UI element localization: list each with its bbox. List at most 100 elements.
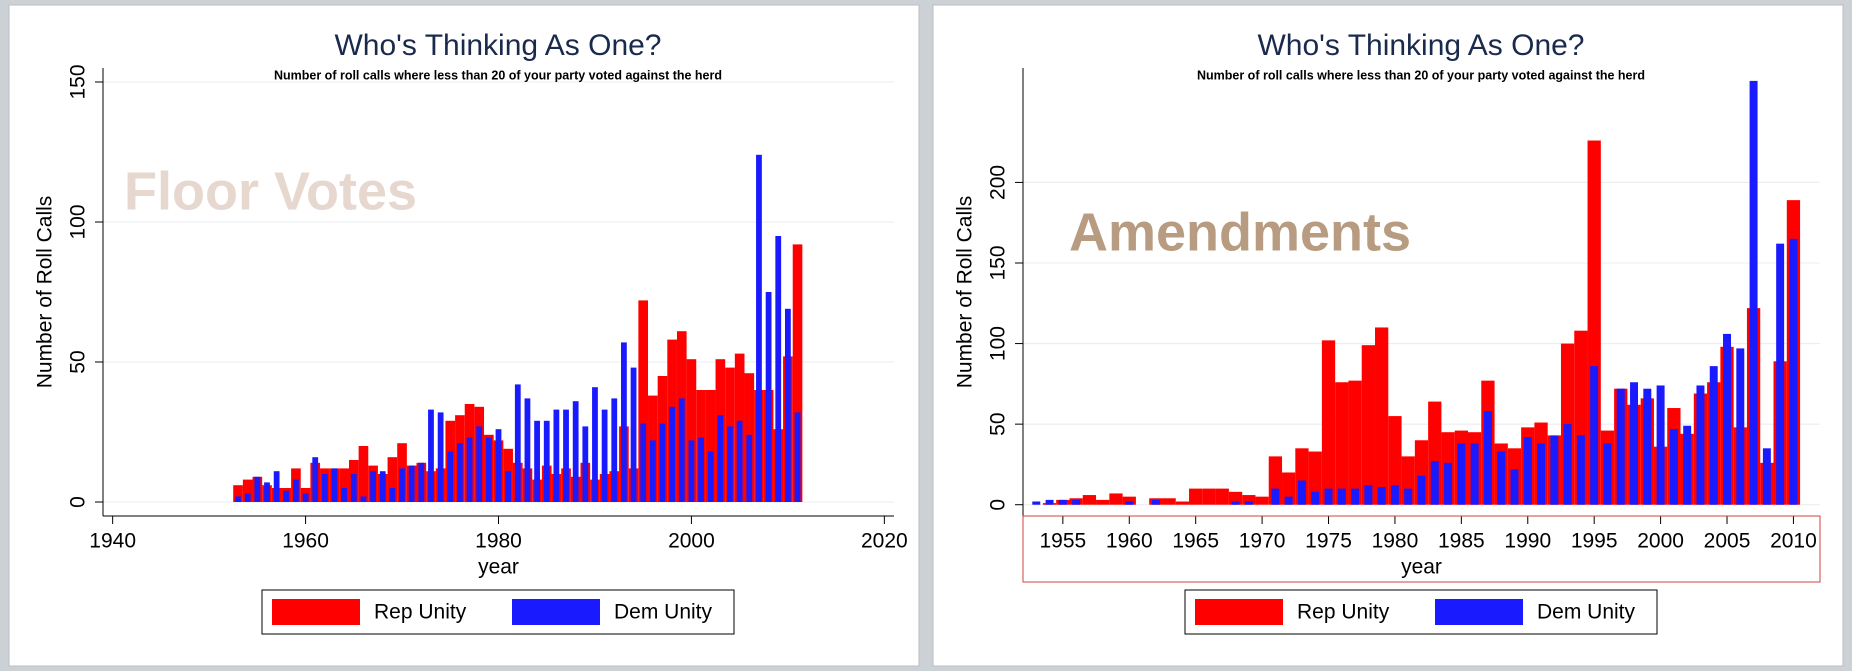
bar: [1749, 80, 1758, 505]
x-tick-label: 2000: [1637, 530, 1684, 553]
bar: [1335, 382, 1349, 505]
bar: [765, 292, 772, 502]
bar: [688, 440, 695, 502]
bar: [1125, 501, 1134, 505]
bar: [254, 476, 261, 502]
bar: [1122, 496, 1136, 505]
legend-swatch: [1195, 599, 1283, 625]
bar: [543, 420, 550, 502]
x-tick-label: 2020: [861, 530, 908, 553]
bar: [1470, 443, 1479, 505]
bar: [746, 434, 753, 502]
bar: [1736, 348, 1745, 505]
bar: [302, 493, 309, 502]
bar: [1271, 488, 1280, 505]
chart-title: Who's Thinking As One?: [1257, 29, 1584, 62]
bar: [1576, 435, 1585, 505]
bar: [437, 412, 444, 502]
bar: [1390, 485, 1399, 505]
bar: [640, 423, 647, 502]
bar: [1109, 493, 1123, 505]
bar: [264, 482, 270, 502]
legend-swatch: [512, 599, 600, 625]
y-tick-label: 0: [67, 496, 90, 508]
y-tick-label: 200: [987, 165, 1010, 200]
bar: [447, 451, 454, 502]
bar: [756, 154, 762, 503]
bar: [524, 398, 531, 502]
bar: [572, 401, 579, 502]
x-tick-label: 1980: [1372, 530, 1419, 553]
bar: [331, 468, 338, 502]
chart-subtitle: Number of roll calls where less than 20 …: [1197, 68, 1645, 82]
bar: [638, 300, 649, 502]
bar: [485, 437, 492, 502]
legend-label: Rep Unity: [374, 601, 467, 624]
bar: [649, 440, 656, 502]
bar: [389, 488, 396, 502]
bar: [563, 409, 569, 502]
bar: [1789, 238, 1798, 505]
bar: [466, 437, 473, 502]
bar: [1404, 488, 1413, 505]
legend-swatch: [272, 599, 360, 625]
bar: [418, 462, 425, 502]
y-tick-label: 50: [987, 412, 1010, 435]
bar: [379, 471, 386, 502]
bar: [1058, 499, 1067, 505]
y-tick-label: 100: [987, 326, 1010, 361]
bar: [611, 398, 618, 502]
bar: [1762, 448, 1771, 505]
bar: [1457, 443, 1466, 505]
bar: [1321, 340, 1336, 505]
bar: [1590, 366, 1599, 505]
bar: [1284, 496, 1293, 505]
bar: [707, 451, 714, 502]
chart-title: Who's Thinking As One?: [334, 29, 661, 62]
annotation: Floor Votes: [124, 161, 417, 221]
bar: [1351, 488, 1360, 505]
x-tick-label: 1960: [1106, 530, 1153, 553]
bar: [1723, 333, 1732, 505]
bar: [775, 236, 782, 502]
bar: [358, 446, 369, 502]
bar: [1308, 451, 1322, 505]
x-tick-label: 1940: [89, 530, 136, 553]
bar: [582, 426, 589, 502]
bar: [1215, 488, 1229, 505]
bar: [792, 244, 803, 502]
bar: [1377, 486, 1386, 505]
bar: [1348, 380, 1362, 505]
bar: [428, 409, 434, 502]
y-axis-label: Number of Roll Calls: [34, 196, 57, 389]
x-axis-label: year: [1401, 556, 1442, 579]
bar: [312, 457, 319, 502]
x-tick-label: 1985: [1438, 530, 1485, 553]
y-tick-label: 0: [987, 499, 1010, 511]
x-tick-label: 2010: [1770, 530, 1817, 553]
bar: [1483, 411, 1492, 505]
selection-box: [1022, 515, 1821, 583]
bar: [1616, 388, 1625, 505]
x-tick-label: 1995: [1571, 530, 1618, 553]
x-tick-label: 1955: [1039, 530, 1086, 553]
bar: [717, 415, 724, 502]
legend-label: Rep Unity: [1297, 601, 1390, 624]
bar: [476, 426, 483, 502]
bar: [1337, 488, 1346, 505]
bar: [350, 474, 357, 502]
bar: [370, 471, 376, 502]
bar: [1537, 443, 1546, 505]
bar: [1162, 498, 1176, 505]
bar: [514, 384, 521, 502]
x-axis-label: year: [478, 556, 519, 579]
y-tick-label: 150: [67, 64, 90, 99]
x-tick-label: 1980: [475, 530, 522, 553]
bar: [784, 308, 791, 502]
bar: [1643, 388, 1652, 505]
bar: [1776, 243, 1785, 505]
bar: [1696, 385, 1705, 505]
bar: [534, 420, 540, 502]
